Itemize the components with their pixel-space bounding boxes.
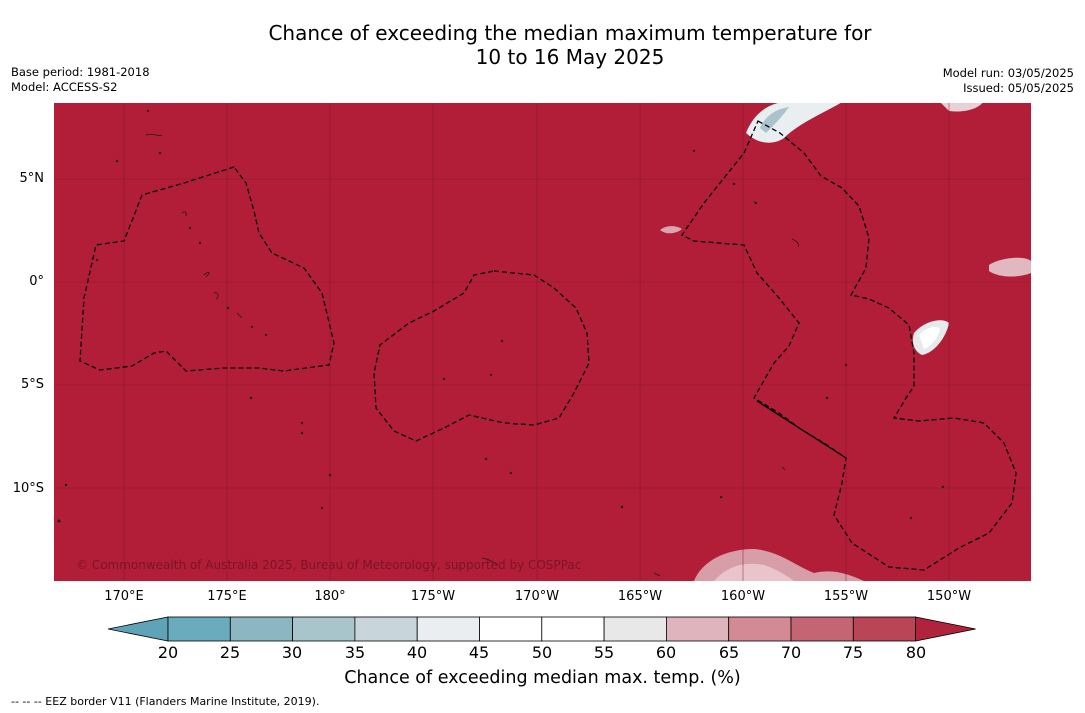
copyright-notice: © Commonwealth of Australia 2025, Bureau…	[76, 558, 582, 572]
colorbar-tick: 65	[718, 643, 740, 662]
colorbar-segment	[479, 616, 543, 642]
colorbar-label: Chance of exceeding median max. temp. (%…	[344, 668, 741, 688]
issued-date: Issued: 05/05/2025	[963, 81, 1074, 95]
colorbar-tick: 75	[842, 643, 864, 662]
colorbar	[108, 616, 976, 642]
meta-left: Base period: 1981-2018 Model: ACCESS-S2	[11, 65, 150, 95]
colorbar-tick: 45	[468, 643, 490, 662]
lat-label: 5°N	[19, 171, 45, 186]
colorbar-tick: 30	[281, 643, 303, 662]
map-title: Chance of exceeding the median maximum t…	[0, 21, 1085, 69]
islands	[145, 134, 799, 577]
colorbar-tick: 20	[157, 643, 179, 662]
colorbar-tick: 50	[531, 643, 553, 662]
colorbar-segment	[354, 616, 418, 642]
graticule	[54, 103, 1031, 581]
eez-borders	[79, 120, 1017, 571]
model-name: Model: ACCESS-S2	[11, 80, 118, 94]
footer-legend: -- -- -- EEZ border V11 (Flanders Marine…	[11, 695, 320, 708]
colorbar-segment	[728, 616, 792, 642]
colorbar-segment	[416, 616, 480, 642]
colorbar-segment	[603, 616, 667, 642]
lon-label: 175°E	[207, 589, 247, 604]
model-run: Model run: 03/05/2025	[942, 66, 1074, 80]
colorbar-tick: 35	[344, 643, 366, 662]
colorbar-segment	[666, 616, 730, 642]
map-canvas	[54, 103, 1031, 581]
map-panel: © Commonwealth of Australia 2025, Bureau…	[54, 103, 1031, 581]
island-dots	[57, 109, 945, 523]
eez-solid	[756, 400, 847, 459]
lon-label: 155°W	[823, 589, 869, 604]
base-period: Base period: 1981-2018	[11, 65, 150, 79]
colorbar-segments	[108, 616, 976, 642]
colorbar-tick: 55	[593, 643, 615, 662]
colorbar-tick: 40	[406, 643, 428, 662]
colorbar-segment	[292, 616, 356, 642]
lon-label: 160°W	[720, 589, 766, 604]
lon-label: 180°	[314, 589, 346, 604]
lat-label: 5°S	[20, 377, 44, 392]
lon-label: 170°E	[104, 589, 144, 604]
colorbar-segment	[852, 616, 916, 642]
colorbar-arrow-low	[108, 616, 169, 642]
colorbar-segment	[229, 616, 294, 642]
lon-label: 165°W	[617, 589, 663, 604]
lat-label: 0°	[29, 274, 44, 289]
colorbar-tick: 25	[219, 643, 241, 662]
lon-label: 175°W	[410, 589, 456, 604]
colorbar-segment	[790, 616, 854, 642]
title-line-2: 10 to 16 May 2025	[475, 45, 665, 69]
meta-right: Model run: 03/05/2025 Issued: 05/05/2025	[943, 66, 1074, 96]
colorbar-tick: 80	[905, 643, 927, 662]
colorbar-segment	[167, 616, 231, 642]
colorbar-arrow-high	[915, 616, 976, 642]
title-line-1: Chance of exceeding the median maximum t…	[268, 21, 872, 45]
lon-label: 170°W	[514, 589, 560, 604]
lat-label: 10°S	[12, 481, 44, 496]
colorbar-tick: 70	[780, 643, 802, 662]
low-probability-patches	[660, 103, 1031, 581]
colorbar-segment	[541, 616, 605, 642]
colorbar-tick: 60	[655, 643, 677, 662]
lon-label: 150°W	[926, 589, 972, 604]
